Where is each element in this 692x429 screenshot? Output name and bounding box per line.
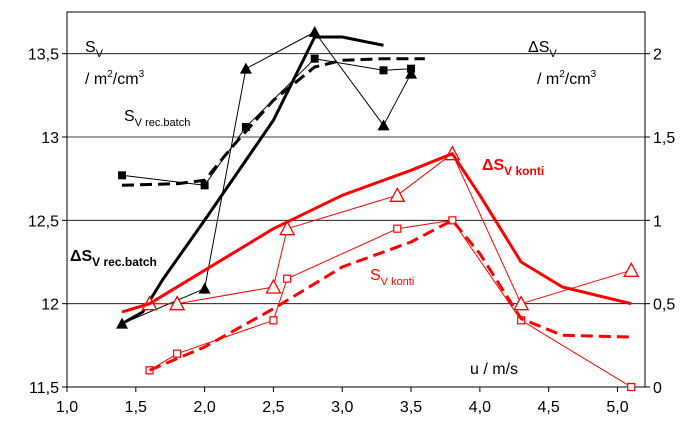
data-point [279, 220, 296, 236]
x-tick-label: 4,0 [469, 399, 491, 416]
series-line [149, 218, 632, 372]
x-tick-label: 1,0 [56, 399, 78, 416]
x-tick-label: 4,5 [538, 399, 560, 416]
data-point [169, 295, 186, 311]
left-tick-label: 12,5 [28, 213, 59, 230]
x-tick-label: 2,0 [193, 399, 215, 416]
data-point [118, 171, 127, 180]
sv-konti-label: SV konti [370, 267, 414, 288]
data-point [269, 316, 278, 325]
svg-text:ΔSV: ΔSV [528, 39, 557, 60]
data-point [377, 119, 390, 131]
right-tick-label: 1,5 [653, 130, 675, 147]
sv-rec-batch-label: SV rec.batch [124, 108, 190, 129]
series-line [121, 31, 412, 325]
data-point [172, 349, 182, 358]
data-point [393, 224, 402, 233]
x-axis-label: u / m/s [470, 361, 518, 378]
x-tick-label: 2,5 [262, 399, 284, 416]
left-tick-label: 13 [41, 130, 59, 147]
x-tick-label: 1,5 [125, 399, 147, 416]
svg-text:SV: SV [85, 39, 104, 60]
data-point [265, 278, 282, 294]
left-tick-label: 12 [41, 297, 59, 314]
series-line [121, 152, 632, 314]
left-tick-label: 11,5 [29, 380, 59, 397]
data-point [241, 123, 250, 131]
data-point [448, 216, 457, 225]
data-point [405, 67, 418, 79]
data-point [198, 282, 211, 294]
svg-text:/ m2/cm3: / m2/cm3 [537, 69, 597, 88]
data-point [389, 186, 406, 202]
x-tick-label: 5,0 [606, 399, 628, 416]
series-layer [116, 26, 640, 392]
sv-axis-title: SV / m2/cm3 [85, 39, 145, 88]
data-point [308, 26, 321, 37]
data-point [623, 261, 640, 277]
right-tick-label: 0,5 [653, 297, 675, 314]
series-line [121, 57, 425, 187]
right-tick-label: 1 [653, 213, 662, 230]
data-point [513, 295, 530, 311]
data-point [283, 274, 292, 283]
dsv-axis-title: ΔSV / m2/cm3 [528, 39, 597, 88]
plot-area [66, 11, 646, 388]
series-line [149, 153, 632, 305]
series-1 [121, 57, 425, 187]
right-tick-label: 2 [653, 47, 662, 64]
data-point [627, 382, 636, 392]
svg-text:/ m2/cm3: / m2/cm3 [85, 69, 145, 88]
data-point [379, 66, 388, 75]
dsv-rec-batch-label: ΔSV rec.batch [70, 248, 157, 269]
x-tick-label: 3,5 [400, 399, 422, 416]
data-point [200, 181, 209, 190]
series-7 [149, 218, 632, 372]
x-tick-label: 3,0 [331, 399, 353, 416]
right-tick-label: 0 [653, 380, 662, 397]
series-line [149, 219, 632, 388]
series-4 [141, 145, 640, 311]
data-point [310, 54, 319, 63]
series-5 [121, 152, 632, 314]
left-tick-label: 13,5 [28, 47, 59, 64]
data-point [239, 62, 252, 74]
dsv-konti-label: ΔSV konti [482, 157, 544, 178]
